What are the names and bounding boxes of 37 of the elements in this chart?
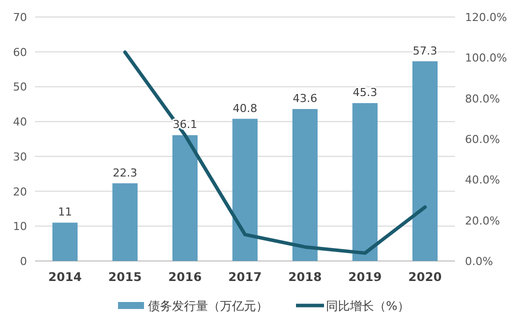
y-tick-label: 30 [13,150,27,164]
bar [292,109,318,261]
y-tick-label: 20 [13,185,27,198]
bar [232,118,258,261]
data-label: 45.3 [352,86,378,100]
y2-tick-label: 120.0% [465,11,507,24]
y-tick-label: 10 [13,220,27,234]
bar [172,135,198,261]
x-tick-label: 2017 [228,270,262,284]
legend-label: 债务发行量（万亿元） [148,299,268,313]
data-label: 11 [58,206,72,219]
bar [412,61,438,261]
y-tick-label: 70 [13,11,27,24]
y2-tick-label: 0.0% [465,255,493,268]
y2-tick-label: 80.0% [465,92,500,106]
data-label: 22.3 [112,166,138,180]
x-tick-label: 2019 [348,270,382,284]
data-label: 40.8 [232,102,258,115]
y2-tick-label: 60.0% [465,133,500,146]
x-tick-label: 2015 [108,270,142,284]
x-tick-label: 2014 [48,270,82,284]
y2-tick-label: 20.0% [465,214,500,228]
x-tick-label: 2016 [168,270,202,284]
x-tick-label: 2018 [288,270,322,284]
bar [352,103,378,261]
y2-tick-label: 100.0% [465,52,507,65]
legend-label: 同比增长（%） [326,299,410,313]
y2-tick-label: 40.0% [465,174,500,187]
y-tick-label: 60 [13,46,27,59]
y-tick-label: 50 [13,80,27,94]
x-tick-label: 2020 [408,270,442,284]
data-label: 43.6 [292,92,318,106]
data-label: 57.3 [412,44,438,58]
bar [112,183,138,261]
y-tick-label: 0 [20,255,27,268]
y-tick-label: 40 [13,116,27,129]
bar [52,222,78,261]
